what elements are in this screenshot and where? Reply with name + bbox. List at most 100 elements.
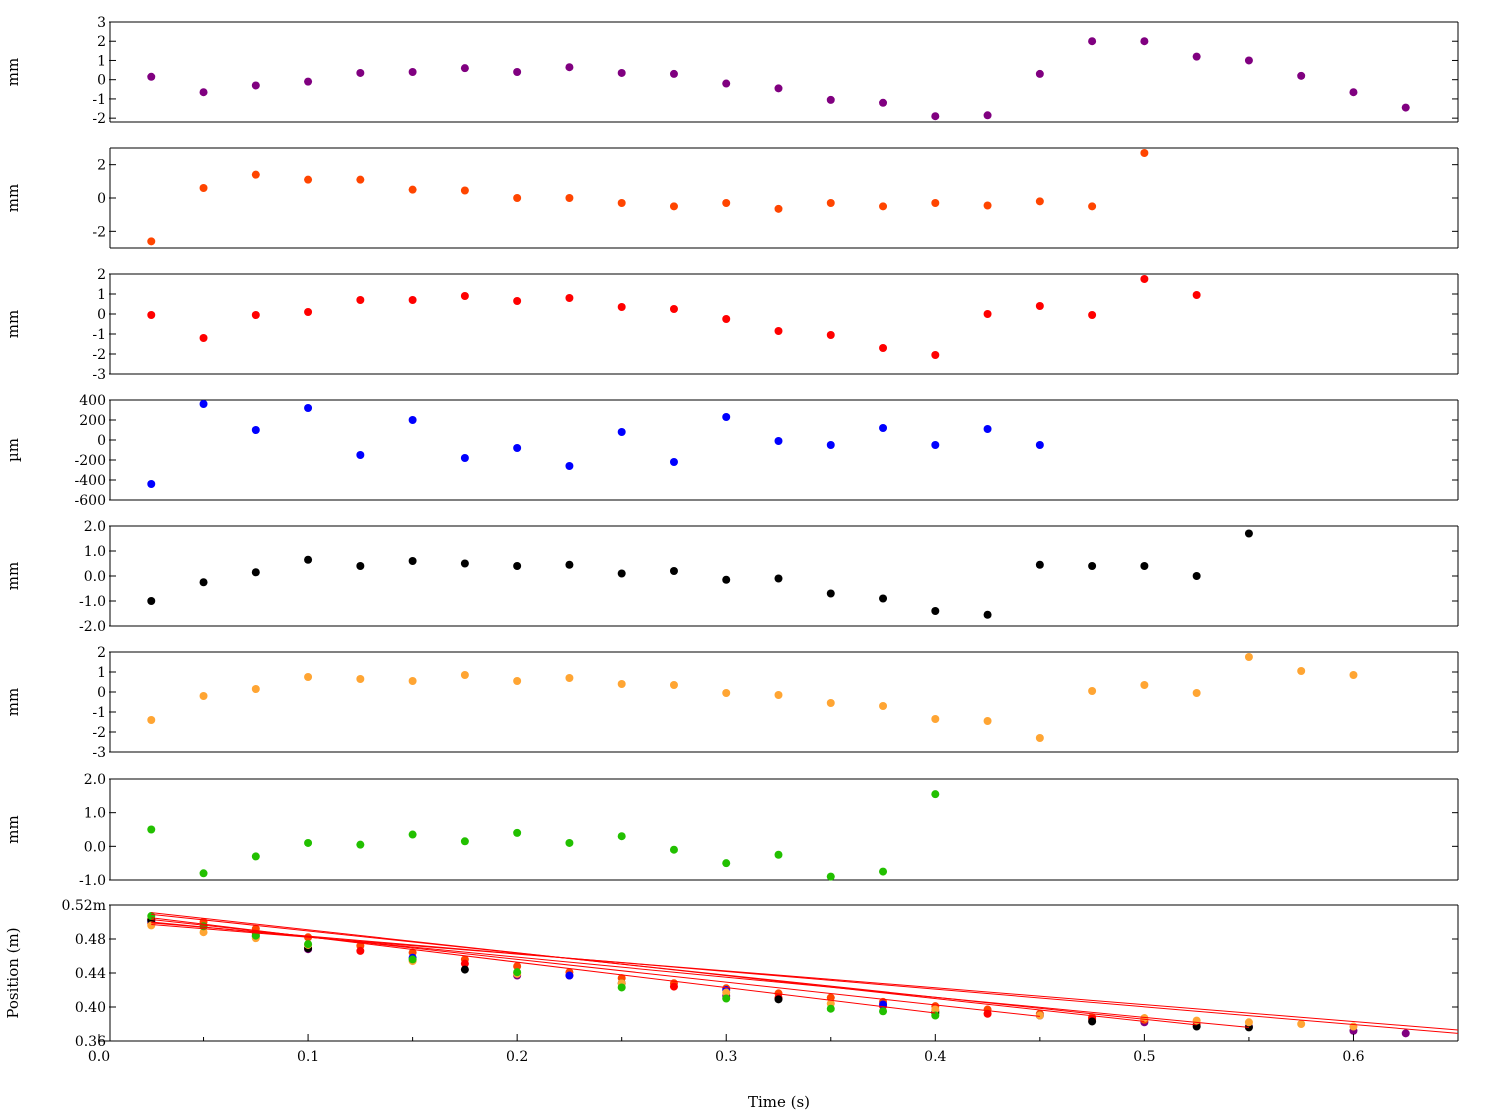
data-point bbox=[513, 962, 522, 971]
data-point bbox=[513, 562, 522, 570]
data-point bbox=[460, 454, 469, 462]
data-point bbox=[774, 850, 783, 859]
data-point bbox=[669, 567, 678, 575]
fit-line bbox=[151, 922, 1459, 1034]
fit-line bbox=[151, 913, 1197, 1026]
data-point bbox=[304, 404, 313, 412]
data-point bbox=[1401, 103, 1410, 112]
data-point bbox=[826, 331, 835, 339]
data-point bbox=[408, 557, 417, 565]
data-point bbox=[565, 294, 574, 302]
data-point bbox=[1349, 671, 1358, 679]
data-point bbox=[1140, 1014, 1149, 1023]
data-point bbox=[931, 607, 940, 615]
y-tick-label: 2.0 bbox=[84, 772, 106, 788]
data-point bbox=[251, 568, 260, 577]
data-point bbox=[356, 68, 365, 77]
data-point bbox=[1035, 69, 1044, 78]
data-point bbox=[1035, 441, 1044, 449]
data-point bbox=[513, 297, 522, 305]
data-point bbox=[1297, 1020, 1306, 1028]
y-tick-label: 1.0 bbox=[84, 806, 106, 822]
panel-5: 2 1 0 -1 -2 -3 mm bbox=[4, 645, 1459, 761]
data-point bbox=[669, 982, 678, 991]
data-point bbox=[1140, 681, 1149, 689]
y-tick-label: -3 bbox=[92, 367, 106, 383]
data-point bbox=[513, 968, 522, 977]
x-tick-label: 0.2 bbox=[506, 1049, 528, 1065]
data-point bbox=[565, 971, 574, 980]
x-tick-label: 0.0 bbox=[88, 1049, 110, 1065]
data-point bbox=[1088, 687, 1097, 695]
data-point bbox=[199, 692, 208, 700]
data-point bbox=[1244, 653, 1253, 661]
data-point bbox=[983, 425, 992, 433]
data-point bbox=[931, 790, 940, 799]
y-tick-label: -1.0 bbox=[79, 873, 106, 889]
data-point bbox=[1035, 197, 1044, 206]
data-point bbox=[722, 315, 731, 323]
data-point bbox=[931, 1005, 940, 1014]
data-point bbox=[356, 946, 365, 955]
y-axis-title: Position (m) bbox=[4, 927, 22, 1018]
data-point bbox=[460, 671, 469, 679]
y-tick-label: -1 bbox=[92, 92, 106, 108]
y-tick-label: -2 bbox=[92, 224, 106, 240]
data-point bbox=[251, 852, 260, 861]
data-point bbox=[304, 940, 313, 949]
data-point bbox=[408, 185, 417, 194]
data-point bbox=[879, 1007, 888, 1016]
y-tick-label: 0.0 bbox=[84, 839, 106, 855]
data-point bbox=[460, 186, 469, 195]
x-tick-label: 0.1 bbox=[297, 1049, 319, 1065]
y-axis-title: mm bbox=[4, 688, 22, 716]
data-point bbox=[565, 63, 574, 72]
panel-7: 0.52m 0.48 0.44 0.40 0.36 Position (m) bbox=[4, 898, 1459, 1050]
data-point bbox=[513, 828, 522, 837]
data-point bbox=[1192, 1016, 1201, 1025]
data-point bbox=[669, 458, 678, 466]
y-tick-label: -1 bbox=[92, 327, 106, 343]
data-point bbox=[460, 292, 469, 300]
y-tick-label: -2 bbox=[92, 111, 106, 127]
data-point bbox=[408, 830, 417, 839]
y-tick-label: 0 bbox=[97, 191, 106, 207]
data-point bbox=[722, 859, 731, 868]
y-axis-title: mm bbox=[4, 310, 22, 338]
data-point bbox=[722, 79, 731, 88]
data-point bbox=[879, 867, 888, 876]
data-point bbox=[1140, 275, 1149, 283]
y-tick-label: 0.48 bbox=[75, 932, 106, 948]
data-point bbox=[774, 437, 783, 445]
data-point bbox=[617, 983, 626, 992]
y-tick-label: 0 bbox=[97, 433, 106, 449]
y-tick-label: 0.52m bbox=[62, 898, 106, 914]
data-point bbox=[774, 574, 783, 583]
data-point bbox=[669, 202, 678, 211]
data-point bbox=[826, 699, 835, 707]
data-point bbox=[617, 680, 626, 688]
data-point bbox=[199, 400, 208, 408]
data-point bbox=[722, 689, 731, 697]
data-point bbox=[513, 444, 522, 452]
x-axis-title: Time (s) bbox=[748, 1093, 810, 1111]
data-point bbox=[669, 845, 678, 854]
data-point bbox=[460, 965, 469, 974]
data-point bbox=[460, 559, 469, 568]
y-tick-label: 1.0 bbox=[84, 544, 106, 560]
data-point bbox=[147, 311, 156, 319]
data-point bbox=[669, 681, 678, 689]
data-point bbox=[304, 555, 313, 564]
data-point bbox=[1192, 689, 1201, 697]
data-point bbox=[251, 685, 260, 693]
y-tick-label: 1 bbox=[97, 287, 106, 303]
data-point bbox=[1140, 149, 1149, 157]
data-point bbox=[826, 1004, 835, 1013]
data-point bbox=[565, 560, 574, 569]
data-point bbox=[983, 717, 992, 725]
data-point bbox=[931, 199, 940, 207]
data-point bbox=[147, 716, 156, 724]
x-tick-label: 0.5 bbox=[1133, 1049, 1155, 1065]
data-point bbox=[565, 194, 574, 202]
y-tick-label: 0.40 bbox=[75, 1000, 106, 1016]
